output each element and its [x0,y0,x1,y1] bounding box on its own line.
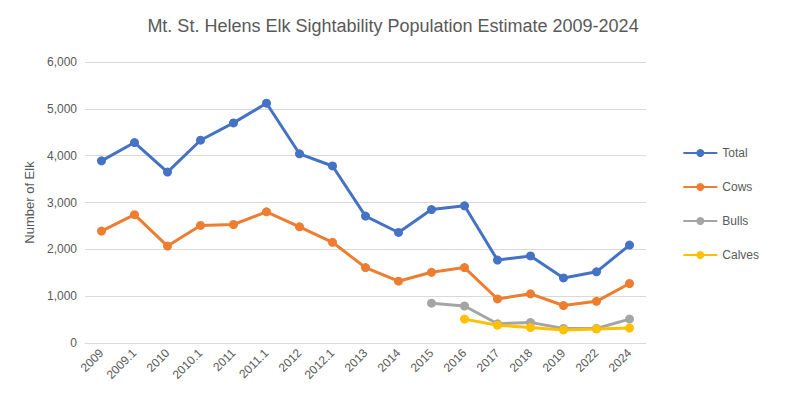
svg-text:Calves: Calves [722,248,759,262]
svg-text:2012: 2012 [276,346,305,375]
svg-text:2016: 2016 [441,346,470,375]
svg-text:4,000: 4,000 [47,149,77,163]
svg-text:1,000: 1,000 [47,289,77,303]
svg-text:2015: 2015 [408,346,437,375]
svg-text:Total: Total [722,146,747,160]
svg-text:Bulls: Bulls [722,214,748,228]
svg-text:5,000: 5,000 [47,102,77,116]
svg-text:2019: 2019 [540,346,569,375]
svg-text:2009: 2009 [78,346,107,375]
svg-text:2022: 2022 [573,346,602,375]
svg-text:2013: 2013 [342,346,371,375]
svg-text:Number of Elk: Number of Elk [22,161,37,244]
svg-text:3,000: 3,000 [47,196,77,210]
svg-text:2,000: 2,000 [47,242,77,256]
svg-text:2011.1: 2011.1 [236,346,271,381]
svg-text:2017: 2017 [474,346,503,375]
svg-text:2014: 2014 [375,346,404,375]
svg-text:2010: 2010 [144,346,173,375]
svg-text:Cows: Cows [722,180,752,194]
svg-text:Mt. St. Helens Elk Sightabilit: Mt. St. Helens Elk Sightability Populati… [147,16,638,36]
svg-text:2024: 2024 [606,346,635,375]
svg-text:0: 0 [70,336,77,350]
svg-text:2009.1: 2009.1 [104,346,140,382]
svg-text:2012.1: 2012.1 [302,346,338,382]
svg-text:2018: 2018 [507,346,536,375]
svg-text:6,000: 6,000 [47,55,77,69]
svg-text:2010.1: 2010.1 [170,346,206,382]
svg-text:2011: 2011 [210,346,238,374]
